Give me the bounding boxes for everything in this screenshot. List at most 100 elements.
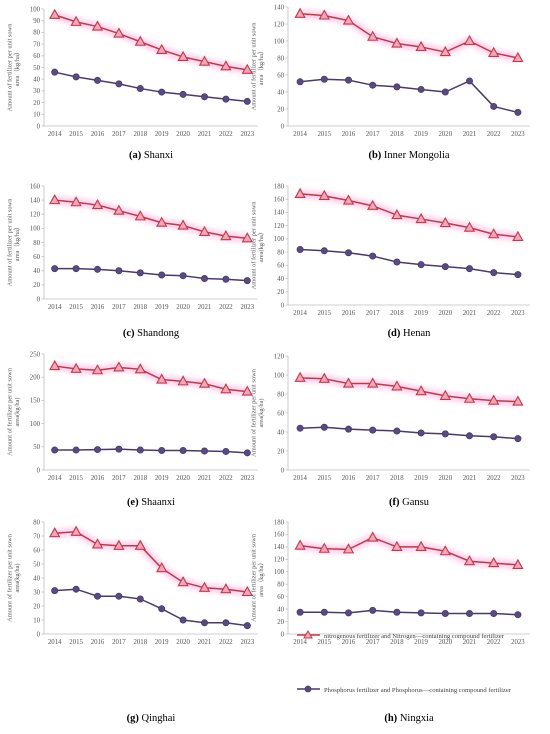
y-tick-label: 60 (33, 254, 40, 261)
data-point-nitrogen (294, 187, 306, 198)
data-point-phosphorus (72, 73, 80, 81)
data-point-nitrogen (241, 63, 253, 74)
x-tick-label: 2018 (390, 475, 404, 482)
x-tick-label: 2022 (219, 304, 233, 311)
x-tick-label: 2018 (390, 131, 404, 138)
x-tick-label: 2014 (48, 131, 62, 138)
data-point-phosphorus (222, 275, 230, 283)
y-tick-label: 80 (277, 582, 284, 589)
data-point-phosphorus (465, 432, 473, 440)
y-tick-label: 180 (274, 519, 285, 526)
data-point-phosphorus (200, 447, 208, 455)
data-point-phosphorus (344, 249, 352, 257)
panel-caption: (h) Ningxia (384, 713, 434, 724)
data-point-nitrogen (463, 555, 476, 566)
x-tick-label: 2019 (414, 639, 428, 646)
data-point-nitrogen (439, 45, 451, 57)
data-point-phosphorus (417, 429, 425, 437)
x-tick-label: 2018 (134, 475, 148, 482)
y-tick-label: 10 (33, 112, 40, 119)
data-point-phosphorus (344, 425, 352, 433)
data-point-nitrogen (49, 193, 61, 205)
x-tick-label: 2014 (293, 310, 307, 317)
data-point-phosphorus (393, 83, 401, 91)
data-point-phosphorus (51, 68, 59, 76)
data-point-nitrogen (512, 230, 524, 241)
x-tick-label: 2014 (293, 131, 307, 138)
data-point-nitrogen (488, 394, 500, 405)
chart-ningxia: 0 20 40 60 80 100 120 140 160 180 2014 2015 2016 2017… (251, 519, 530, 724)
data-point-phosphorus (179, 616, 187, 624)
data-point-nitrogen (512, 558, 524, 569)
y-tick-label: 60 (277, 72, 284, 79)
x-tick-label: 2017 (366, 310, 380, 317)
y-axis-label: Amount of fertilizer per unit sownarea（k… (7, 198, 21, 287)
data-point-nitrogen (198, 55, 211, 66)
data-point-phosphorus (514, 611, 522, 619)
x-tick-label: 2019 (155, 304, 169, 311)
series-line-phosphorus (300, 78, 519, 114)
data-point-nitrogen (488, 228, 500, 239)
x-tick-label: 2020 (176, 639, 190, 646)
x-tick-label: 2015 (69, 304, 83, 311)
data-point-phosphorus (158, 605, 166, 613)
y-tick-label: 20 (277, 448, 284, 455)
x-tick-label: 2019 (414, 310, 428, 317)
series-line-nitrogen (54, 531, 248, 593)
series-line-nitrogen (300, 536, 518, 566)
data-point-phosphorus (179, 272, 187, 280)
x-tick-label: 2017 (366, 131, 380, 138)
data-point-phosphorus (94, 446, 102, 454)
x-tick-label: 2023 (241, 475, 255, 482)
data-point-nitrogen (241, 585, 253, 597)
data-point-phosphorus (369, 426, 377, 434)
y-axis-label: Amount of fertilizer per unit sownarea(k… (251, 201, 265, 290)
y-tick-label: 120 (274, 353, 285, 360)
y-tick-label: 40 (277, 429, 284, 436)
series-line-nitrogen (54, 14, 248, 71)
data-point-phosphorus (243, 449, 251, 457)
data-point-phosphorus (158, 88, 166, 96)
x-tick-label: 2014 (293, 475, 307, 482)
data-point-nitrogen (70, 196, 82, 207)
data-point-phosphorus (72, 446, 80, 454)
y-tick-label: 140 (274, 210, 285, 217)
data-point-phosphorus (417, 85, 425, 93)
data-point-phosphorus (51, 446, 59, 454)
x-tick-label: 2014 (48, 639, 62, 646)
data-point-nitrogen (342, 194, 355, 205)
y-tick-label: 80 (277, 249, 284, 256)
chart-inner-mongolia: 0 20 40 60 80 100 120 140 2014 2015 2016 2017 2018 20… (251, 4, 530, 161)
data-point-nitrogen (156, 562, 168, 573)
data-point-phosphorus (115, 592, 123, 600)
panel-caption: (b) Inner Mongolia (368, 150, 449, 161)
y-axis-label: Amount of fertilizer per unit sownarea（k… (251, 533, 265, 622)
panel-caption: (g) Qinghai (127, 713, 176, 724)
x-tick-label: 2014 (293, 639, 307, 646)
data-point-nitrogen (367, 377, 379, 388)
series-line-phosphorus (300, 248, 518, 276)
data-point-nitrogen (512, 51, 524, 63)
data-point-nitrogen (70, 15, 82, 26)
x-tick-label: 2020 (439, 639, 453, 646)
x-tick-label: 2019 (414, 475, 428, 482)
series-line-nitrogen (54, 199, 248, 240)
y-tick-label: 250 (30, 351, 41, 358)
x-tick-label: 2018 (134, 131, 148, 138)
data-point-phosphorus (465, 265, 473, 273)
data-point-phosphorus (51, 587, 59, 595)
data-point-nitrogen (439, 545, 451, 556)
data-point-phosphorus (115, 445, 123, 453)
data-point-nitrogen (241, 232, 253, 243)
data-point-phosphorus (490, 433, 498, 441)
y-tick-label: 100 (30, 226, 41, 233)
data-point-phosphorus (320, 423, 328, 431)
y-tick-label: 40 (33, 77, 40, 84)
x-tick-label: 2023 (241, 639, 255, 646)
data-point-nitrogen (91, 364, 104, 375)
x-tick-label: 2023 (241, 131, 255, 138)
x-tick-label: 2020 (439, 310, 453, 317)
y-axis-label: Amount of fertilizer per unit sownarea(k… (7, 367, 21, 456)
x-tick-label: 2015 (318, 310, 332, 317)
